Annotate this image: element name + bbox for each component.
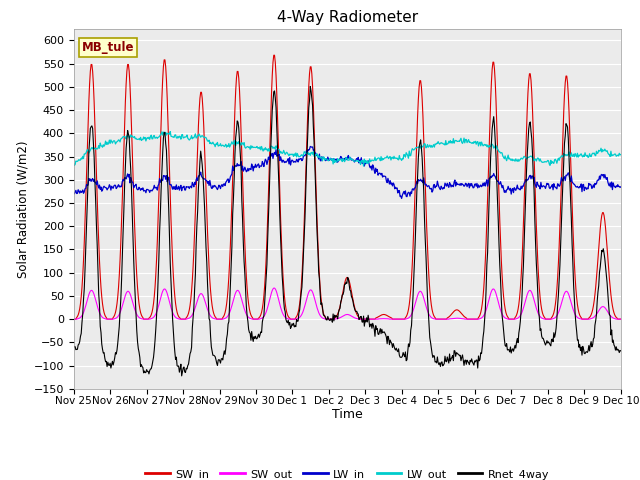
SW_out	[136, 315, 143, 321]
LW_in	[220, 181, 228, 187]
Legend: SW_in, SW_out, LW_in, LW_out, Rnet_4way: SW_in, SW_out, LW_in, LW_out, Rnet_4way	[141, 464, 554, 480]
SW_in	[415, 96, 422, 102]
LW_in	[431, 185, 439, 191]
Rnet_4way	[431, 359, 439, 365]
Rnet_4way	[221, 351, 229, 357]
Rnet_4way	[307, 84, 314, 89]
LW_out	[79, 156, 87, 161]
LW_in	[307, 144, 314, 149]
SW_in	[220, 312, 228, 318]
Rnet_4way	[617, 348, 625, 354]
Y-axis label: Solar Radiation (W/m2): Solar Radiation (W/m2)	[17, 140, 29, 277]
LW_in	[136, 186, 143, 192]
SW_in	[79, 258, 87, 264]
SW_out	[270, 285, 278, 291]
Line: SW_in: SW_in	[74, 55, 621, 319]
SW_in	[270, 52, 278, 58]
SW_out	[431, 316, 438, 322]
LW_in	[79, 191, 87, 196]
SW_out	[415, 290, 422, 296]
SW_out	[617, 316, 625, 322]
LW_out	[70, 160, 77, 166]
LW_out	[136, 137, 143, 143]
LW_out	[617, 152, 625, 157]
LW_out	[415, 144, 423, 150]
Line: Rnet_4way: Rnet_4way	[74, 86, 621, 376]
SW_in	[431, 314, 438, 320]
Rnet_4way	[79, 297, 87, 302]
SW_in	[191, 209, 199, 215]
LW_out	[192, 135, 200, 141]
LW_in	[191, 181, 199, 187]
SW_in	[70, 316, 77, 322]
SW_out	[79, 310, 87, 315]
SW_in	[136, 306, 143, 312]
LW_in	[398, 195, 406, 201]
Title: 4-Way Radiometer: 4-Way Radiometer	[276, 10, 418, 25]
Rnet_4way	[415, 144, 423, 150]
Rnet_4way	[70, 345, 77, 351]
LW_in	[415, 178, 423, 183]
Rnet_4way	[178, 373, 186, 379]
SW_out	[70, 316, 77, 322]
LW_in	[617, 184, 625, 190]
SW_out	[191, 304, 199, 310]
Line: LW_in: LW_in	[74, 146, 621, 198]
SW_in	[617, 316, 625, 322]
LW_out	[166, 129, 174, 134]
LW_out	[221, 143, 229, 148]
Line: SW_out: SW_out	[74, 288, 621, 319]
SW_out	[220, 316, 228, 322]
LW_out	[431, 141, 439, 147]
Rnet_4way	[136, 354, 143, 360]
Line: LW_out: LW_out	[74, 132, 621, 166]
X-axis label: Time: Time	[332, 408, 363, 421]
LW_in	[70, 190, 77, 196]
LW_out	[360, 163, 367, 169]
Rnet_4way	[192, 242, 200, 248]
Text: MB_tule: MB_tule	[82, 41, 134, 54]
